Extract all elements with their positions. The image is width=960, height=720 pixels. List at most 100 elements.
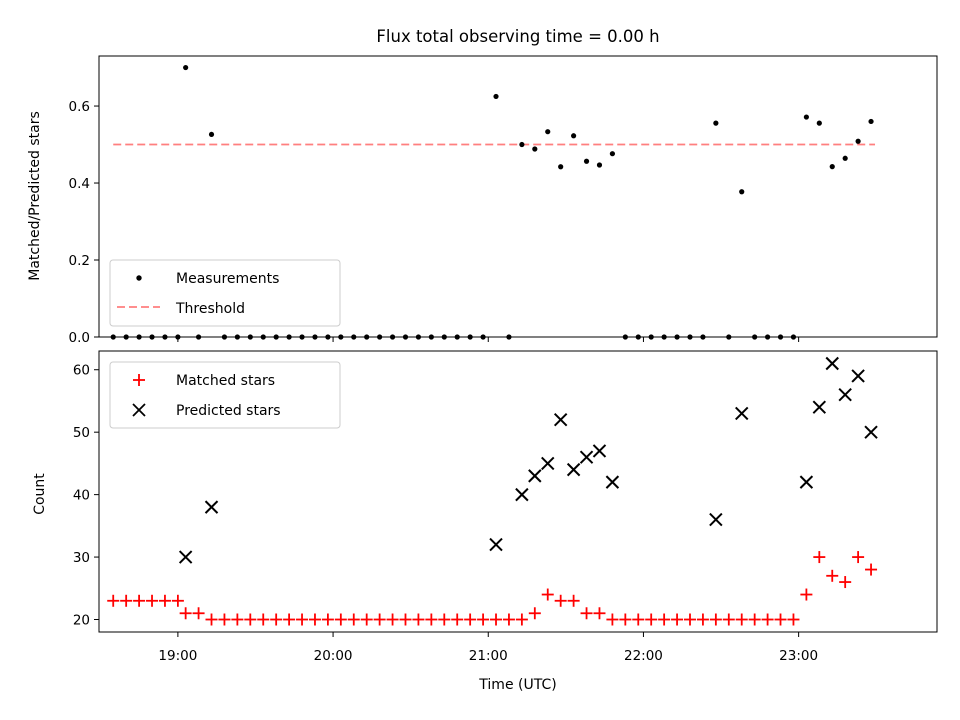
matched-stars-point xyxy=(231,613,244,626)
count-y-tick-label: 60 xyxy=(73,363,90,379)
matched-stars-point xyxy=(464,613,477,626)
measurement-point xyxy=(726,334,732,340)
matched-stars-point xyxy=(171,594,184,607)
measurement-point xyxy=(777,334,784,340)
count-y-tick-label: 50 xyxy=(73,425,90,441)
count-ticks: 19:00 20:00 21:00 22:00 23:00 20 30 40 50 60 xyxy=(73,363,818,664)
matched-stars-point xyxy=(709,613,722,626)
predicted-stars-point-b xyxy=(735,406,749,421)
count-y-tick-label: 20 xyxy=(73,613,90,629)
matched-stars-point xyxy=(296,613,309,626)
measurement-point xyxy=(713,120,719,126)
measurement-point xyxy=(571,133,577,139)
matched-stars-point xyxy=(107,594,120,607)
measurement-point xyxy=(260,334,266,340)
predicted-stars-point-b xyxy=(838,388,852,402)
x-tick-label: 20:00 xyxy=(314,648,353,664)
matched-stars-point xyxy=(360,613,373,626)
matched-stars-point xyxy=(735,613,748,626)
predicted-stars-point-b xyxy=(851,369,865,383)
measurement-point xyxy=(183,64,189,71)
predicted-stars-point xyxy=(515,487,529,502)
measurement-point xyxy=(162,334,168,340)
measurement-point xyxy=(622,334,628,340)
matched-stars-point xyxy=(412,613,425,626)
matched-stars-point xyxy=(244,613,257,626)
matched-stars-point xyxy=(425,613,438,626)
measurement-point xyxy=(312,334,318,340)
matched-stars-point xyxy=(438,613,451,626)
measurement-point xyxy=(506,334,512,340)
ratio-y-tick-label: 0.2 xyxy=(69,253,90,269)
ratio-y-tick-label: 0.0 xyxy=(69,330,90,346)
matched-stars-point xyxy=(787,613,800,626)
x-tick-label: 22:00 xyxy=(624,648,663,664)
predicted-stars-point-b xyxy=(553,412,568,427)
x-tick-label: 21:00 xyxy=(469,648,508,664)
matched-stars-point xyxy=(619,613,632,626)
ratio-marks xyxy=(110,64,876,340)
matched-stars-point xyxy=(283,613,296,626)
count-legend: Matched stars Predicted stars xyxy=(109,361,341,429)
measurement-point xyxy=(558,164,564,170)
measurement-point xyxy=(519,141,525,148)
count-panel: 19:00 20:00 21:00 22:00 23:00 20 30 40 50 60 Coun… xyxy=(32,350,938,693)
measurement-point xyxy=(803,114,809,120)
measurement-point xyxy=(136,334,142,340)
measurement-point xyxy=(195,334,202,340)
matched-stars-point xyxy=(839,576,852,589)
measurement-point xyxy=(648,334,654,340)
matched-stars-point xyxy=(120,594,133,607)
predicted-stars-point xyxy=(541,456,555,471)
matched-stars-point xyxy=(632,613,645,626)
ratio-y-tick-label: 0.6 xyxy=(69,99,90,115)
predicted-stars-point xyxy=(799,475,814,489)
matched-stars-point xyxy=(334,613,347,626)
matched-stars-point xyxy=(671,613,684,626)
measurement-point xyxy=(234,334,240,340)
measurement-point xyxy=(402,334,409,340)
predicted-stars-point xyxy=(592,444,607,458)
measurement-point xyxy=(441,334,447,340)
measurement-point xyxy=(739,189,745,195)
chart-title: Flux total observing time = 0.00 h xyxy=(376,27,659,46)
matched-stars-point xyxy=(218,613,231,626)
measurement-point xyxy=(480,334,486,340)
predicted-stars-point xyxy=(566,462,581,477)
matched-stars-point xyxy=(580,607,593,620)
predicted-legend-label: Predicted stars xyxy=(176,403,281,419)
predicted-stars-point xyxy=(178,550,193,564)
predicted-stars-point xyxy=(553,412,568,427)
matched-stars-point xyxy=(205,613,218,626)
ratio-y-tick-label: 0.4 xyxy=(69,176,90,192)
matched-stars-point xyxy=(774,613,787,626)
measurement-point xyxy=(855,138,861,144)
matched-stars-point xyxy=(541,588,554,601)
measurement-point xyxy=(149,334,155,340)
matched-stars-point xyxy=(347,613,360,626)
ratio-axes-frame xyxy=(98,55,938,338)
measurement-point xyxy=(752,334,758,340)
measurement-point xyxy=(299,334,305,340)
matched-stars-point xyxy=(490,613,503,626)
measurement-point xyxy=(532,146,538,152)
matched-stars-point xyxy=(554,594,567,607)
matched-stars-point xyxy=(158,594,171,607)
measurement-point xyxy=(247,334,253,340)
predicted-stars-point xyxy=(864,425,878,439)
measurement-point xyxy=(123,334,129,340)
measurement-point xyxy=(175,334,181,340)
measurement-point xyxy=(790,334,797,340)
measurement-point xyxy=(286,334,292,340)
measurement-point xyxy=(415,334,422,340)
matched-legend-label: Matched stars xyxy=(176,373,275,389)
matched-stars-point xyxy=(800,588,813,601)
matched-stars-point xyxy=(852,551,865,564)
matched-stars-point xyxy=(321,613,334,626)
matched-stars-point xyxy=(722,613,735,626)
threshold-legend-label: Threshold xyxy=(175,301,245,317)
matched-stars-point xyxy=(146,594,159,607)
measurement-point xyxy=(829,164,835,170)
matched-stars-point xyxy=(477,613,490,626)
